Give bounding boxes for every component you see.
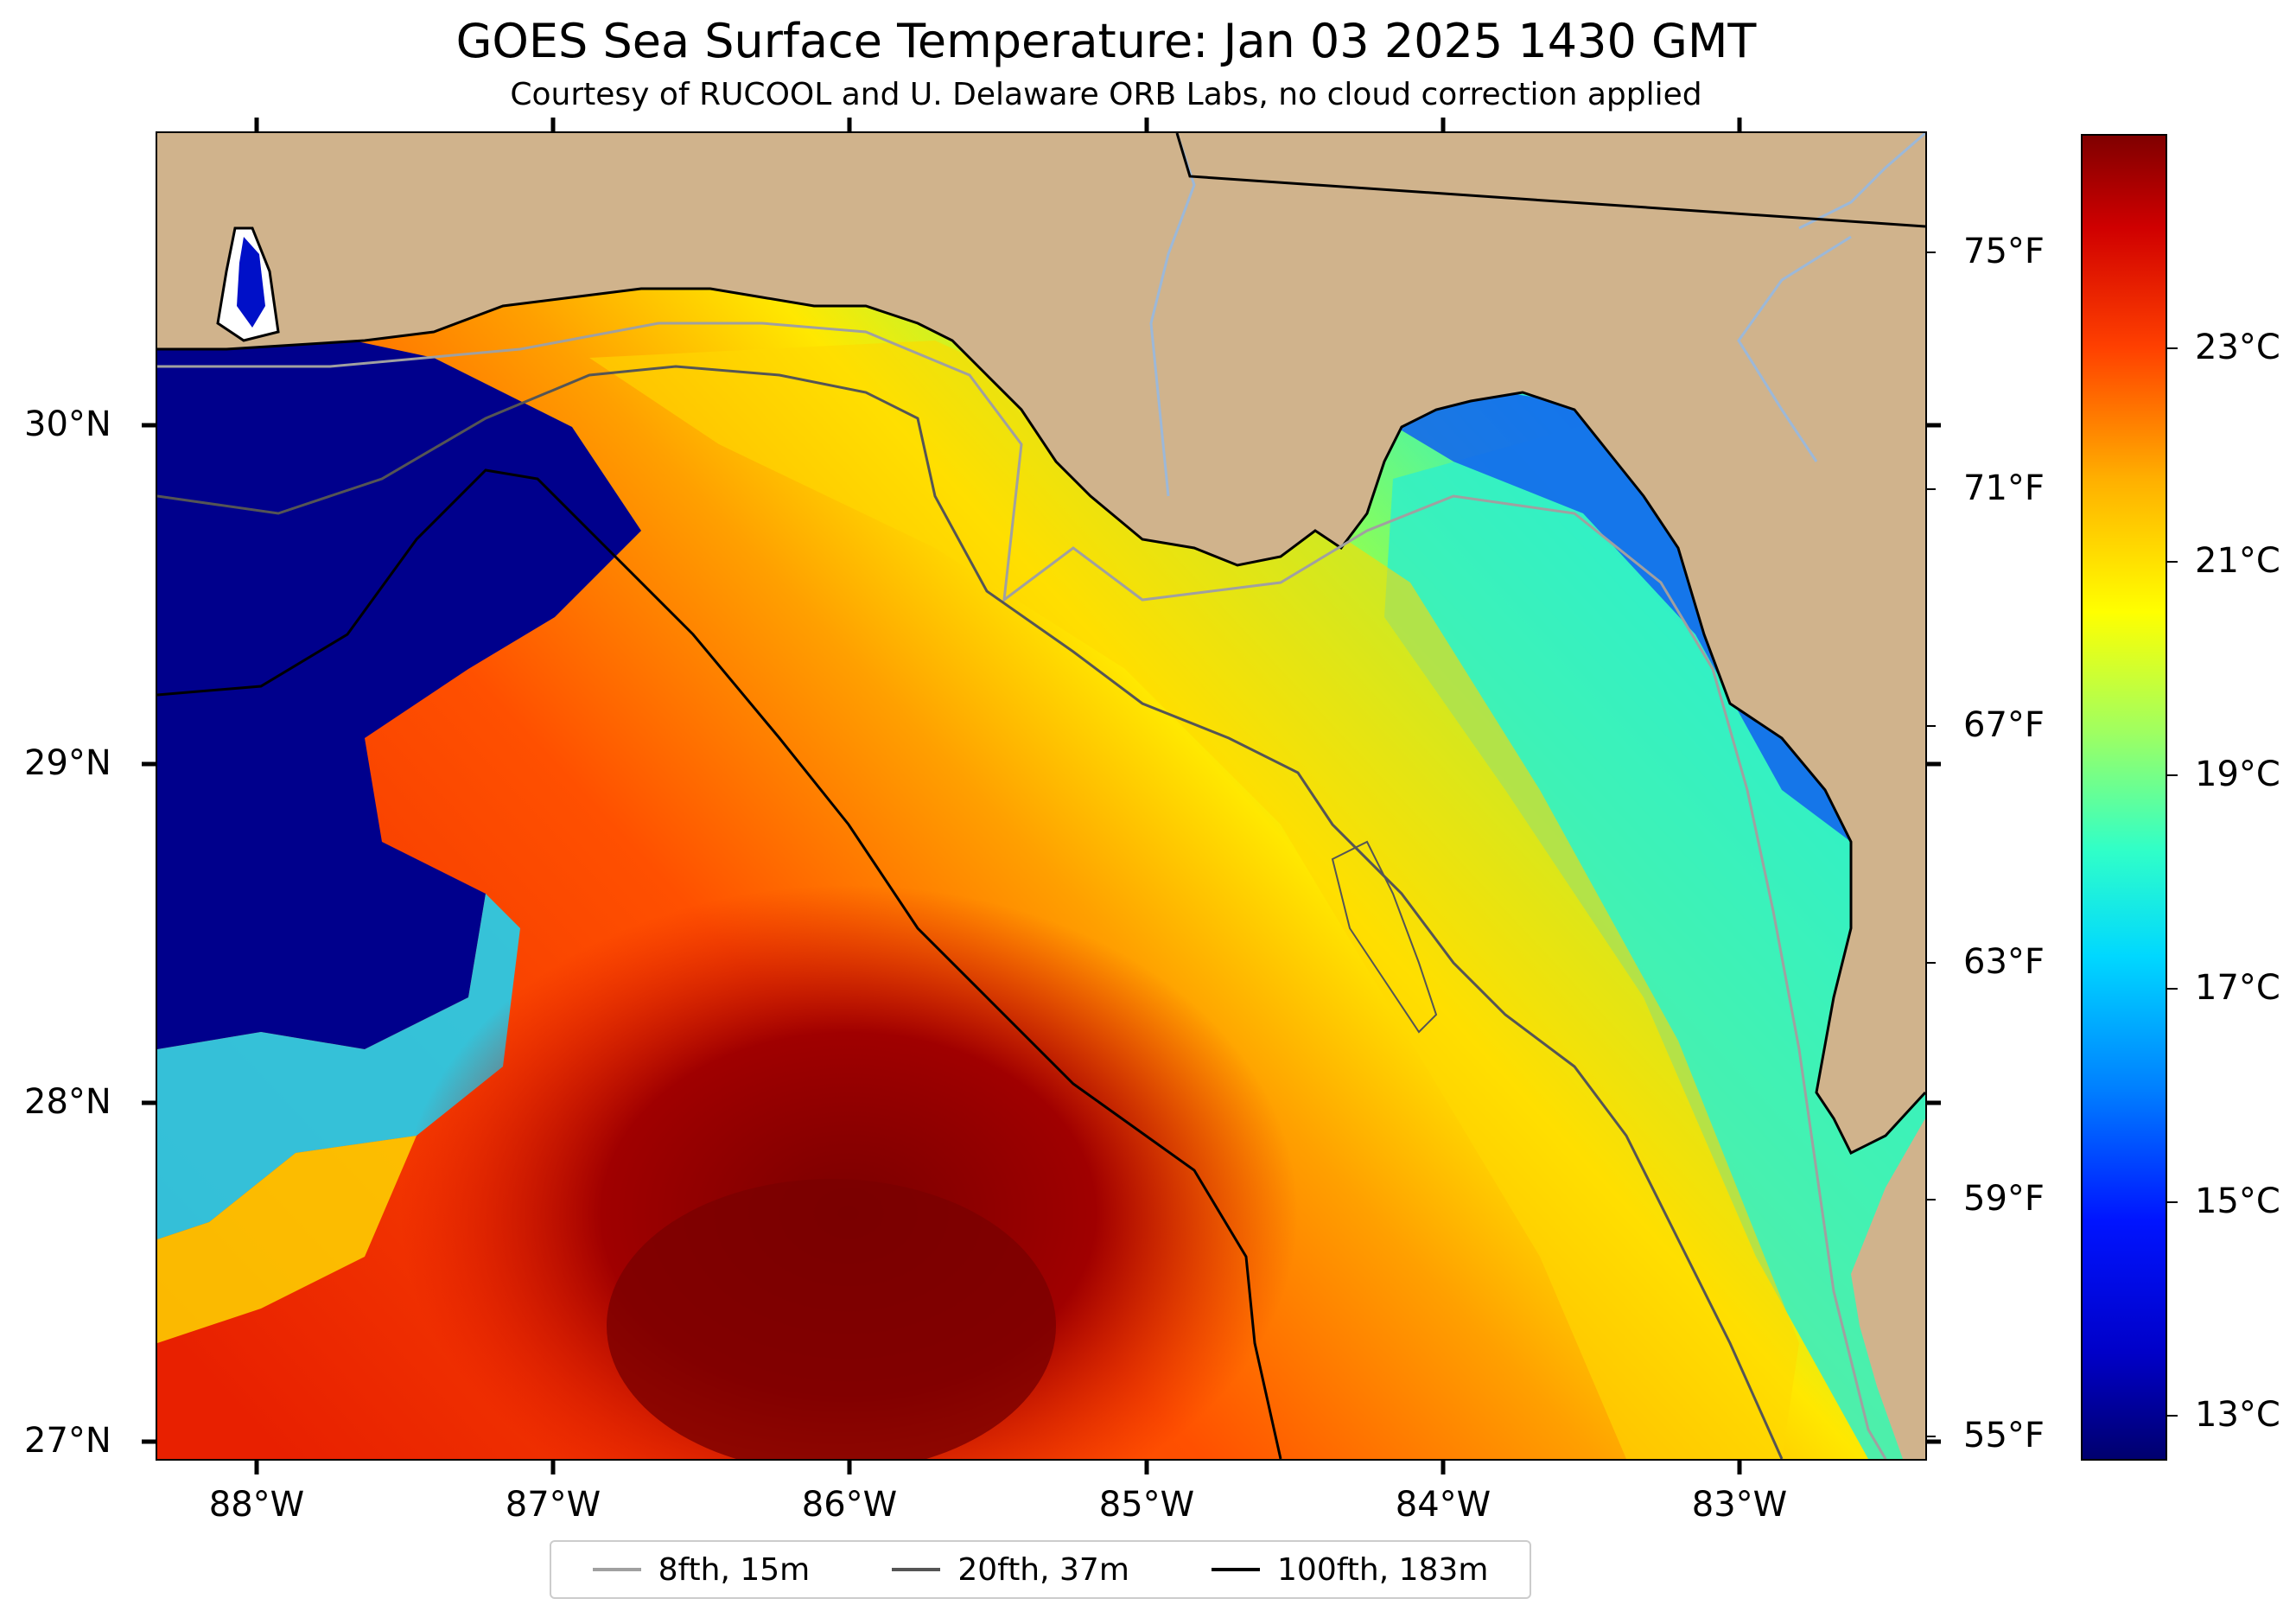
warm-core-center [607, 1179, 1056, 1459]
c-label-15: 15°C [2195, 1181, 2280, 1221]
middle-grounds-reef [1331, 840, 1438, 1034]
c-label-13: 13°C [2195, 1395, 2280, 1435]
legend-swatch-8fth [592, 1568, 641, 1571]
legend-item-20fth: 20fth, 37m [892, 1552, 1129, 1588]
f-label-63: 63°F [1963, 942, 2045, 982]
legend-label-20fth: 20fth, 37m [957, 1551, 1129, 1588]
c-label-21: 21°C [2195, 541, 2280, 581]
chart-title: GOES Sea Surface Temperature: Jan 03 202… [455, 14, 1757, 68]
legend-label-8fth: 8fth, 15m [658, 1551, 811, 1588]
legend-swatch-100fth [1212, 1568, 1261, 1571]
f-label-55: 55°F [1963, 1416, 2045, 1455]
isobath-100fth [157, 468, 1282, 1459]
temperature-colorbar [2081, 134, 2167, 1461]
f-label-67: 67°F [1963, 705, 2045, 745]
lat-label-30n: 30°N [24, 404, 111, 444]
legend-item-8fth: 8fth, 15m [592, 1551, 811, 1588]
lon-label-87w: 87°W [505, 1485, 601, 1525]
c-label-23: 23°C [2195, 328, 2280, 367]
cold-water-inner-fringe [157, 1136, 417, 1343]
legend-label-100fth: 100fth, 183m [1277, 1551, 1489, 1588]
lat-label-29n: 29°N [24, 743, 111, 783]
sst-map [156, 131, 1927, 1461]
legend-item-100fth: 100fth, 183m [1212, 1552, 1488, 1588]
isobath-legend: 8fth, 15m 20fth, 37m 100fth, 183m [550, 1540, 1531, 1599]
cold-water-fringe [157, 894, 520, 1239]
mobile-bay-water [237, 237, 265, 328]
isobath-8fth [157, 322, 1887, 1459]
lon-label-85w: 85°W [1098, 1485, 1195, 1525]
land-north [157, 133, 1925, 1459]
lon-label-88w: 88°W [208, 1485, 305, 1525]
lon-label-86w: 86°W [801, 1485, 898, 1525]
lon-label-83w: 83°W [1691, 1485, 1788, 1525]
c-label-17: 17°C [2195, 968, 2280, 1008]
f-label-71: 71°F [1963, 468, 2045, 508]
river-suwannee [1737, 235, 1852, 462]
f-label-59: 59°F [1963, 1179, 2045, 1219]
isobath-20fth [157, 365, 1784, 1459]
cold-water-west [157, 332, 641, 1049]
lon-label-84w: 84°W [1395, 1485, 1491, 1525]
mid-temp-band [589, 341, 1799, 1459]
legend-swatch-20fth [892, 1568, 941, 1571]
state-boundary [1175, 133, 1925, 228]
coastline [157, 287, 1925, 1156]
c-label-19: 19°C [2195, 755, 2280, 794]
f-label-75: 75°F [1963, 232, 2045, 271]
chart-subtitle: Courtesy of RUCOOL and U. Delaware ORB L… [510, 77, 1702, 112]
lat-label-27n: 27°N [24, 1421, 111, 1461]
river-ochlockonee [1798, 133, 1925, 230]
lat-label-28n: 28°N [24, 1082, 111, 1122]
